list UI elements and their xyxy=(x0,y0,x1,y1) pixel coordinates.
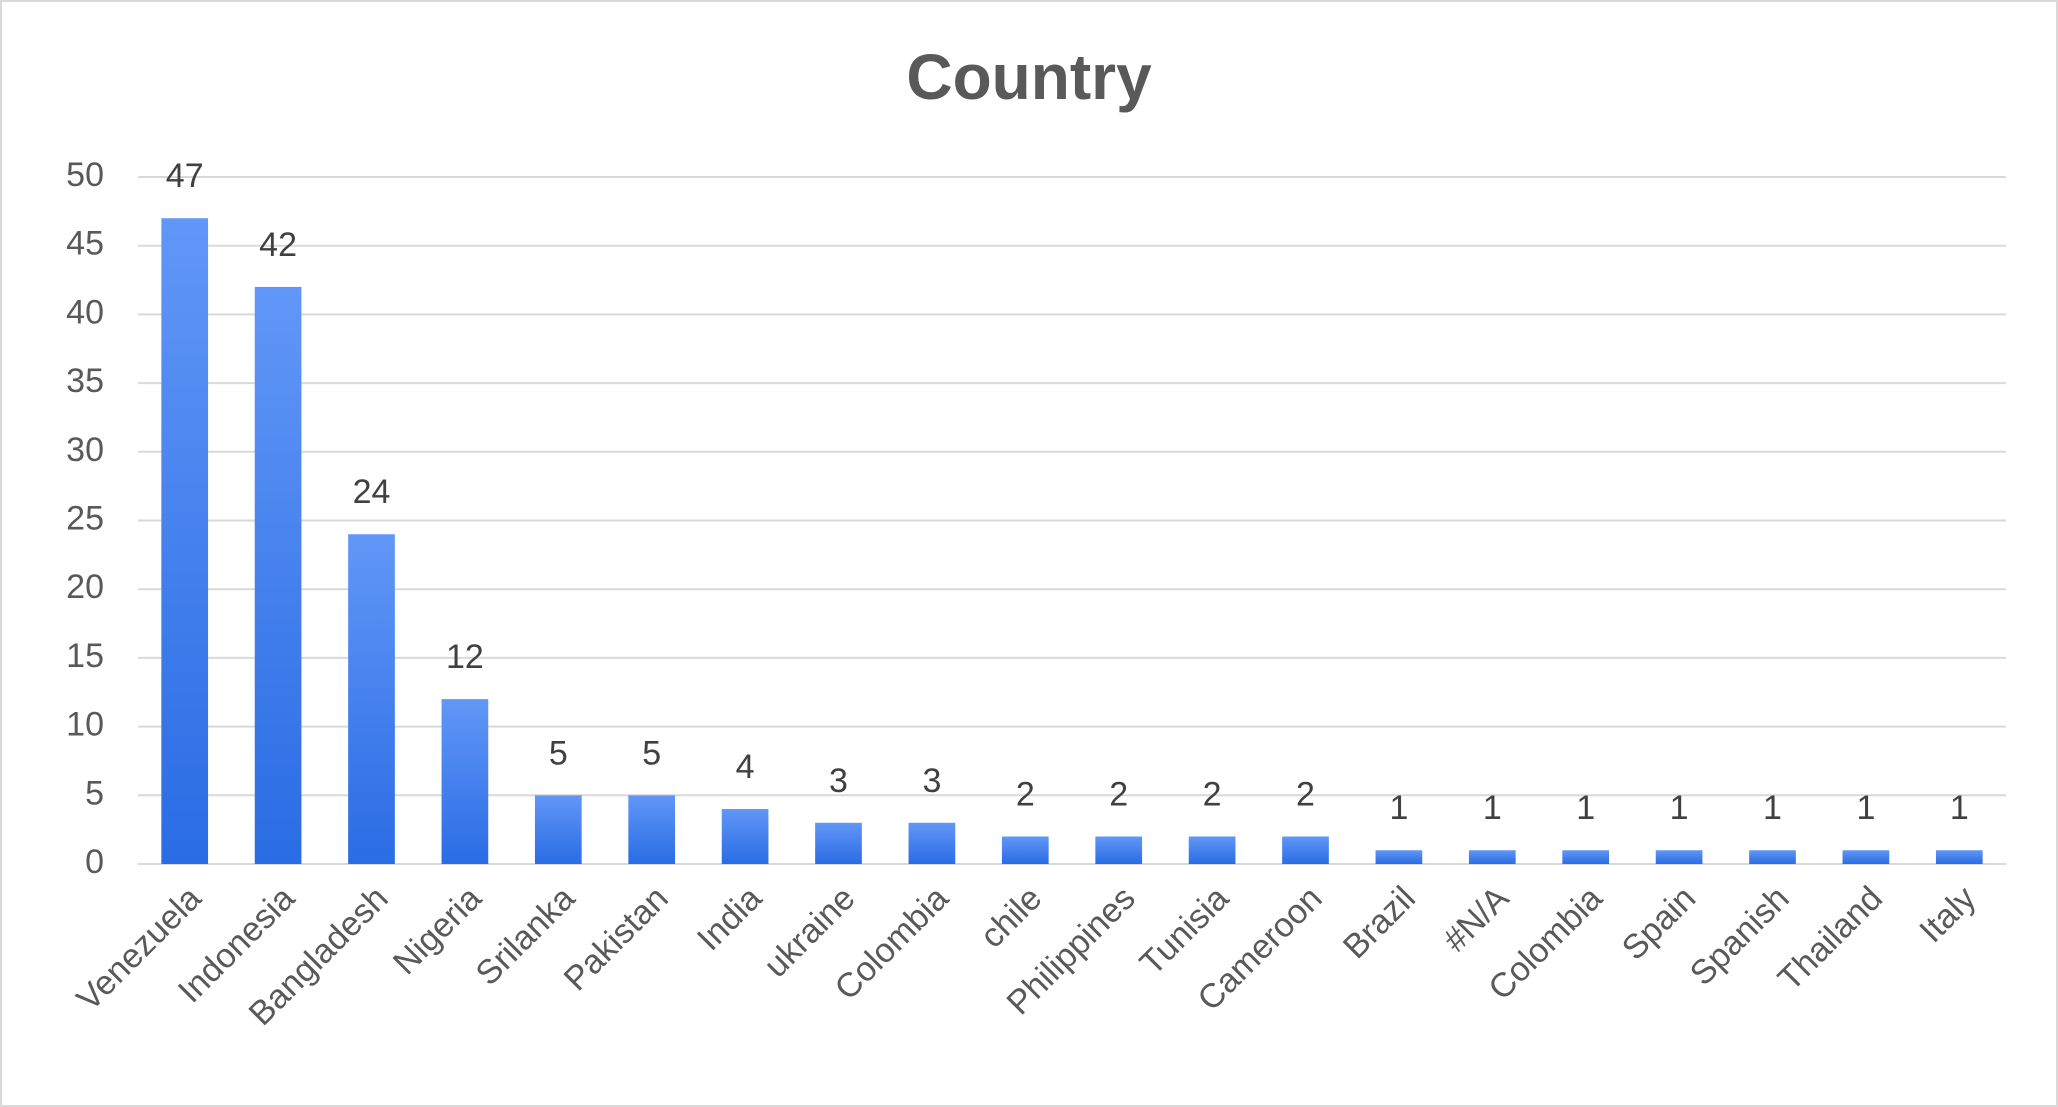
value-label: 5 xyxy=(549,734,568,772)
value-label: 5 xyxy=(642,734,661,772)
bar xyxy=(908,822,956,864)
bar xyxy=(1468,850,1516,864)
y-tick-label: 25 xyxy=(66,499,104,537)
value-label: 1 xyxy=(1576,789,1595,827)
y-tick-label: 20 xyxy=(66,568,104,606)
bar xyxy=(441,699,489,864)
value-label: 3 xyxy=(922,762,941,800)
value-label: 2 xyxy=(1203,776,1222,814)
y-tick-label: 10 xyxy=(66,706,104,744)
bar xyxy=(1749,850,1796,864)
value-label: 1 xyxy=(1950,789,1969,827)
y-tick-label: 15 xyxy=(66,637,104,675)
bar xyxy=(1375,850,1423,864)
value-label: 3 xyxy=(829,762,848,800)
bar xyxy=(254,286,302,864)
y-tick-label: 30 xyxy=(66,431,104,469)
y-tick-label: 40 xyxy=(66,293,104,331)
value-label: 24 xyxy=(353,473,391,511)
bar xyxy=(1095,836,1143,864)
y-tick-label: 5 xyxy=(85,774,104,812)
chart-title: Country xyxy=(906,41,1152,113)
bar xyxy=(1842,850,1890,864)
bar xyxy=(815,822,862,864)
bar xyxy=(1562,850,1610,864)
value-label: 1 xyxy=(1856,789,1875,827)
bar xyxy=(161,218,209,865)
y-tick-label: 50 xyxy=(66,156,104,194)
bar xyxy=(534,795,582,864)
value-label: 2 xyxy=(1296,776,1315,814)
bar xyxy=(1188,836,1236,864)
y-tick-label: 0 xyxy=(85,843,104,881)
value-label: 4 xyxy=(736,748,755,786)
bar xyxy=(628,795,676,864)
value-label: 1 xyxy=(1483,789,1502,827)
bar xyxy=(721,809,769,864)
y-tick-label: 35 xyxy=(66,362,104,400)
bar xyxy=(348,534,395,864)
value-label: 1 xyxy=(1670,789,1689,827)
bar xyxy=(1655,850,1703,864)
value-label: 42 xyxy=(259,226,297,264)
value-label: 1 xyxy=(1763,789,1782,827)
bar xyxy=(1282,836,1329,864)
bar xyxy=(1935,850,1983,864)
value-label: 47 xyxy=(166,157,204,195)
value-label: 2 xyxy=(1016,776,1035,814)
bar xyxy=(1001,836,1049,864)
value-label: 12 xyxy=(446,638,484,676)
value-label: 1 xyxy=(1389,789,1408,827)
y-tick-label: 45 xyxy=(66,225,104,263)
value-label: 2 xyxy=(1109,776,1128,814)
